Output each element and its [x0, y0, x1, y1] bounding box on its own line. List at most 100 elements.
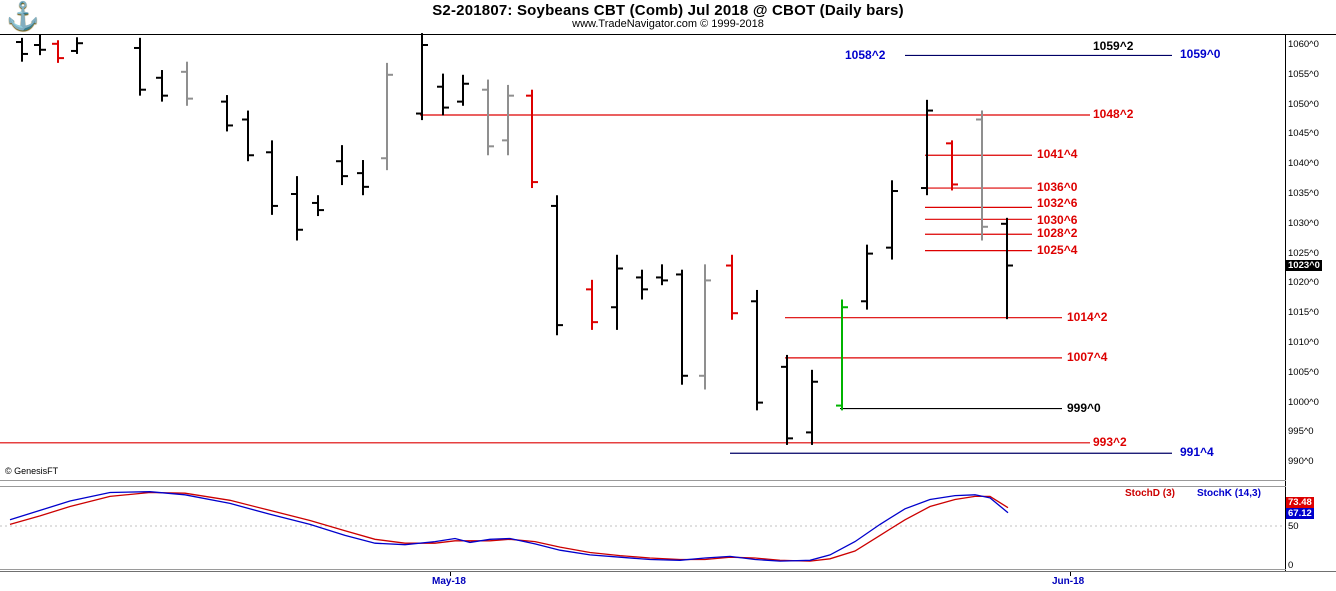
ohlc-bar [156, 70, 168, 102]
price-level-label: 991^4 [1180, 445, 1214, 460]
price-axis-tick: 1005^0 [1288, 366, 1319, 378]
ohlc-bar [312, 195, 324, 217]
price-axis-tick: 1010^0 [1288, 337, 1319, 348]
price-axis-tick: 1025^0 [1288, 247, 1319, 259]
ohlc-bar [242, 110, 254, 162]
stochd-value-badge: 73.48 [1286, 496, 1314, 508]
price-level-label: 1041^4 [1037, 147, 1078, 162]
price-level-label: 1028^2 [1037, 226, 1078, 241]
genesis-watermark: © GenesisFT [5, 466, 59, 476]
chart-title: S2-201807: Soybeans CBT (Comb) Jul 2018 … [432, 2, 904, 19]
ohlc-bar [699, 264, 711, 390]
stochk-line [9, 491, 1009, 562]
ohlc-bar [34, 34, 46, 56]
stoch-axis-tick: 0 [1288, 560, 1294, 571]
ohlc-bar [52, 40, 64, 63]
ohlc-bar [551, 195, 563, 336]
ohlc-bar [457, 74, 469, 106]
ohlc-bar [636, 269, 648, 300]
ohlc-bar [526, 89, 538, 189]
time-axis-label: May-18 [432, 576, 466, 587]
price-axis-tick: 995^0 [1288, 426, 1314, 438]
price-axis: 1023^0 73.48 67.12 1060^0 1055^0 1050^0 104… [1286, 35, 1336, 571]
price-axis-tick: 1045^0 [1288, 128, 1319, 140]
ohlc-bar [836, 299, 848, 411]
ohlc-bar [886, 180, 898, 260]
ohlc-bar [751, 289, 763, 411]
time-axis-label: Jun-18 [1052, 576, 1085, 587]
chart-frame-top [0, 34, 1336, 35]
price-chart-area[interactable]: © GenesisFT 1058^2 1059^2 1059^0 1048^2 1041… [0, 33, 1285, 481]
price-axis-tick: 1060^0 [1288, 39, 1319, 50]
price-axis-tick: 1055^0 [1288, 68, 1319, 80]
ohlc-bar [726, 254, 738, 320]
price-level-label: 1030^6 [1037, 213, 1078, 228]
ohlc-bar [1001, 217, 1013, 320]
ohlc-bar [266, 140, 278, 215]
time-axis-tick [1070, 572, 1071, 576]
price-axis-tick: 1020^0 [1288, 277, 1319, 289]
time-axis: May-18 Jun-18 [0, 572, 1336, 591]
ohlc-bar [437, 73, 449, 116]
ohlc-bar [861, 244, 873, 310]
ohlc-bar [781, 354, 793, 445]
price-level-label: 1036^0 [1037, 180, 1078, 195]
price-axis-divider [1285, 34, 1286, 572]
time-axis-tick [450, 572, 451, 576]
ohlc-bar [482, 79, 494, 156]
stochk-value-badge: 67.12 [1286, 507, 1314, 519]
stochk-legend-label: StochK (14,3) [1197, 488, 1261, 499]
ohlc-bar [71, 37, 83, 54]
last-price-badge: 1023^0 [1286, 259, 1322, 271]
ohlc-bar [976, 110, 988, 241]
price-level-label: 1058^2 [845, 48, 886, 63]
ohlc-bar [611, 254, 623, 330]
ohlc-bar [16, 37, 28, 62]
genesis-anchor-logo-icon: ⚓ [6, 1, 40, 31]
ohlc-bar [416, 33, 428, 121]
stochd-legend-label: StochD (3) [1125, 488, 1175, 499]
price-level-label: 1007^4 [1067, 349, 1108, 364]
price-axis-tick: 1015^0 [1288, 307, 1319, 319]
ohlc-bar [946, 140, 958, 191]
ohlc-bar [134, 37, 146, 96]
price-axis-tick: 990^0 [1288, 456, 1314, 468]
chart-header: ⚓ S2-201807: Soybeans CBT (Comb) Jul 201… [0, 0, 1336, 35]
price-level-label: 1014^2 [1067, 309, 1108, 324]
ohlc-bar [357, 160, 369, 196]
ohlc-bar [291, 176, 303, 241]
ohlc-bar [676, 269, 688, 385]
price-level-label: 993^2 [1093, 434, 1127, 449]
panel-separator [0, 569, 1336, 570]
ohlc-bar [381, 62, 393, 171]
panel-separator [0, 480, 1336, 481]
stochd-line [9, 491, 1009, 562]
price-axis-tick: 1000^0 [1288, 396, 1319, 408]
stochastic-panel[interactable]: StochD (3) StochK (14,3) [0, 487, 1285, 569]
price-level-label: 1059^0 [1180, 47, 1221, 62]
price-level-label: 1032^6 [1037, 196, 1078, 211]
stochastic-canvas[interactable] [0, 487, 1285, 569]
ohlc-bar [181, 61, 193, 106]
price-level-label: 1025^4 [1037, 242, 1078, 257]
ohlc-bar [806, 369, 818, 445]
price-axis-tick: 1050^0 [1288, 98, 1319, 110]
ohlc-bar [656, 264, 668, 286]
ohlc-bar [502, 84, 514, 156]
ohlc-bar [921, 99, 933, 196]
ohlc-bar [336, 145, 348, 186]
price-axis-tick: 1040^0 [1288, 158, 1319, 170]
price-axis-tick: 1030^0 [1288, 217, 1319, 229]
panel-separator [0, 486, 1336, 487]
price-level-label: 999^0 [1067, 400, 1101, 415]
axis-separator [0, 571, 1336, 572]
ohlc-bar [586, 279, 598, 330]
price-level-label: 1059^2 [1093, 39, 1134, 54]
chart-subtitle: www.TradeNavigator.com © 1999-2018 [572, 18, 764, 30]
stoch-axis-tick: 50 [1288, 521, 1299, 532]
price-chart-canvas[interactable] [0, 33, 1285, 481]
price-axis-tick: 1035^0 [1288, 188, 1319, 199]
ohlc-bar [221, 95, 233, 132]
price-level-label: 1048^2 [1093, 107, 1134, 122]
